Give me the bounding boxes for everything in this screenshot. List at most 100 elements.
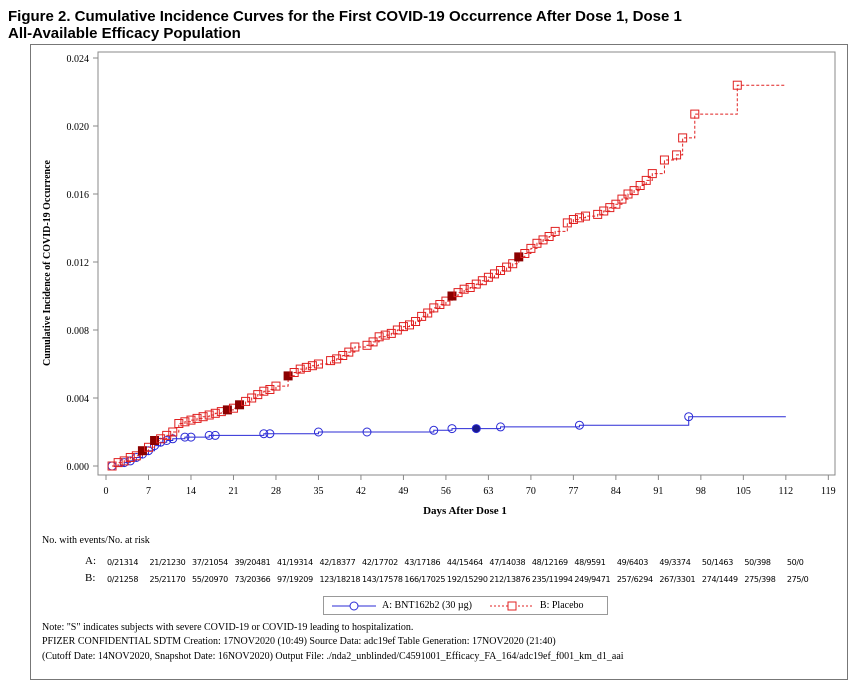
risk-table-cell: 25/21170 — [149, 575, 186, 584]
data-point-marker — [265, 429, 275, 439]
data-point-marker — [186, 415, 196, 425]
data-point-marker — [471, 279, 481, 289]
plot-frame — [97, 51, 836, 476]
severe-case-marker — [447, 291, 457, 301]
data-point-marker — [635, 181, 645, 190]
risk-table-cell: 50/398 — [744, 558, 771, 567]
data-point-marker — [502, 262, 512, 272]
risk-table-cell: 166/17025 — [404, 575, 446, 584]
figure-frame — [30, 44, 848, 680]
data-point-marker — [344, 347, 354, 357]
data-point-marker — [174, 419, 184, 428]
data-point-marker — [623, 189, 633, 199]
data-point-marker — [380, 330, 390, 340]
figure-subtitle: All-Available Efficacy Population — [8, 25, 241, 42]
x-tick-label: 14 — [186, 486, 196, 497]
footnote-confidential: PFIZER CONFIDENTIAL SDTM Creation: 17NOV… — [42, 636, 556, 647]
severe-case-marker — [471, 424, 481, 434]
data-point-marker — [210, 430, 220, 440]
data-point-marker — [259, 386, 269, 396]
y-tick-label: 0.004 — [67, 394, 90, 405]
data-point-marker — [386, 328, 396, 338]
x-tick-label: 77 — [568, 486, 578, 497]
data-point-marker — [483, 272, 493, 282]
data-point-marker — [374, 332, 384, 342]
data-point-marker — [162, 436, 172, 445]
data-point-marker — [313, 427, 323, 437]
legend: A: BNT162b2 (30 µg) B: Placebo — [323, 596, 608, 615]
data-point-marker — [459, 284, 469, 294]
data-point-marker — [496, 266, 506, 275]
data-point-marker — [568, 215, 578, 224]
data-point-marker — [198, 412, 208, 422]
risk-table-cell: 274/1449 — [701, 575, 738, 584]
risk-table-cell: 235/11994 — [531, 575, 573, 584]
y-tick-label: 0.024 — [67, 54, 90, 65]
risk-table-cell: 143/17578 — [361, 575, 403, 584]
risk-table-cell: 123/18218 — [319, 575, 361, 584]
risk-table-cell: 49/3374 — [659, 558, 691, 567]
y-tick-label: 0.012 — [67, 258, 90, 269]
series-line-placebo — [112, 84, 786, 467]
risk-table-cell: 55/20970 — [191, 575, 228, 584]
severe-case-marker — [222, 405, 232, 415]
data-point-marker — [641, 175, 651, 185]
data-point-marker — [465, 283, 475, 292]
x-tick-label: 91 — [653, 486, 663, 497]
data-point-marker — [168, 427, 178, 437]
figure-title: Figure 2. Cumulative Incidence Curves fo… — [8, 8, 682, 25]
data-point-marker — [180, 432, 190, 442]
data-point-marker — [253, 390, 263, 400]
data-point-marker — [672, 150, 682, 160]
risk-table-header: No. with events/No. at risk — [42, 535, 150, 546]
data-point-marker — [684, 412, 694, 422]
data-point-marker — [629, 186, 639, 196]
data-point-marker — [362, 427, 372, 437]
data-point-marker — [259, 429, 269, 439]
data-point-marker — [398, 322, 408, 332]
data-point-marker — [574, 420, 584, 430]
severe-case-marker — [235, 400, 245, 410]
x-tick-label: 21 — [228, 486, 238, 497]
data-point-marker — [204, 430, 214, 440]
x-tick-label: 98 — [696, 486, 706, 497]
risk-table-cell: 0/21258 — [107, 575, 139, 584]
data-point-marker — [210, 408, 220, 418]
legend-square-marker-icon — [489, 601, 534, 610]
data-point-marker — [423, 308, 433, 318]
risk-table-cell: 48/9591 — [574, 558, 606, 567]
data-point-marker — [332, 354, 342, 364]
x-tick-label: 119 — [821, 486, 836, 497]
data-point-marker — [417, 311, 427, 321]
data-point-marker — [204, 410, 214, 420]
risk-table-cell: 73/20366 — [234, 575, 271, 584]
x-tick-label: 105 — [736, 486, 751, 497]
data-point-marker — [392, 325, 402, 335]
risk-table-cell: 267/3301 — [659, 575, 696, 584]
risk-table-cell: 97/19209 — [276, 575, 313, 584]
data-point-marker — [611, 199, 621, 209]
severe-case-marker — [514, 252, 524, 262]
y-axis-label: Cumulative Incidence of COVID-19 Occurre… — [42, 159, 53, 365]
data-point-marker — [162, 430, 172, 440]
data-point-marker — [429, 303, 439, 313]
data-point-marker — [186, 432, 196, 442]
risk-table-cell: 257/6294 — [616, 575, 653, 584]
data-point-marker — [326, 356, 336, 366]
risk-table-cell: 44/15464 — [446, 558, 483, 567]
risk-table-cell: 50/0 — [786, 558, 804, 567]
data-point-marker — [526, 243, 536, 253]
data-point-marker — [289, 368, 299, 377]
severe-case-marker — [283, 371, 293, 381]
data-point-marker — [271, 381, 281, 391]
x-tick-label: 84 — [611, 486, 621, 497]
risk-table-cell: 249/9471 — [574, 575, 611, 584]
legend-label-placebo: B: Placebo — [539, 600, 584, 611]
data-point-marker — [599, 206, 609, 216]
footnote-output-file: (Cutoff Date: 14NOV2020, Snapshot Date: … — [42, 651, 624, 662]
risk-table-cell: 275/0 — [786, 575, 809, 584]
data-point-marker — [350, 342, 360, 352]
x-tick-label: 0 — [104, 486, 109, 497]
data-point-marker — [617, 194, 627, 204]
